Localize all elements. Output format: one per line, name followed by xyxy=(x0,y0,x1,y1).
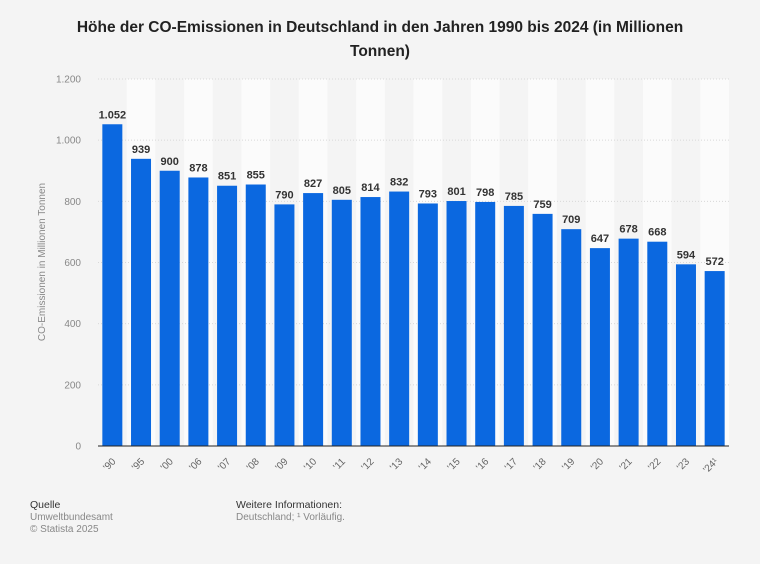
x-tick-label: '00 xyxy=(159,456,176,473)
value-label: 851 xyxy=(218,171,236,183)
bar[interactable] xyxy=(446,201,467,446)
x-tick-label: '90 xyxy=(101,456,118,473)
bar[interactable] xyxy=(303,193,324,446)
x-tick-label: '10 xyxy=(302,456,319,473)
bar[interactable] xyxy=(188,177,209,446)
value-label: 855 xyxy=(247,170,265,182)
x-tick-label: '15 xyxy=(446,456,463,473)
value-label: 878 xyxy=(189,162,207,174)
x-tick-label: '12 xyxy=(360,456,377,473)
x-tick-label: '09 xyxy=(274,456,291,473)
x-axis-ticks: '90 '95 '00 '06 '07 '08 '09 '10 '11 '12 '13 '14 '15 '… xyxy=(101,456,721,476)
x-tick-label: '24¹ xyxy=(701,456,721,476)
value-label: 832 xyxy=(390,177,408,189)
bar[interactable] xyxy=(159,170,180,446)
value-label: 785 xyxy=(505,191,523,203)
bars xyxy=(102,124,725,446)
value-label: 793 xyxy=(419,188,437,200)
y-axis-label: CO-Emissionen in Millionen Tonnen xyxy=(37,183,48,341)
value-label: 939 xyxy=(132,144,150,156)
bar[interactable] xyxy=(675,264,696,446)
bar[interactable] xyxy=(704,271,725,446)
x-tick-label: '16 xyxy=(474,456,491,473)
bar[interactable] xyxy=(561,229,582,446)
value-label: 814 xyxy=(361,182,380,194)
value-label: 1.052 xyxy=(99,109,127,121)
y-axis-ticks: 0 200 400 600 800 1.000 1.200 xyxy=(56,75,81,453)
info-block: Weitere Informationen: Deutschland; ¹ Vo… xyxy=(236,499,345,524)
bar[interactable] xyxy=(245,184,266,446)
source-block: Quelle Umweltbundesamt © Statista 2025 xyxy=(30,499,113,537)
bar[interactable] xyxy=(647,241,668,446)
bar[interactable] xyxy=(475,201,496,446)
source-text[interactable]: Umweltbundesamt xyxy=(30,511,113,523)
value-label: 594 xyxy=(677,249,696,261)
value-label: 798 xyxy=(476,187,494,199)
value-labels: 1.052 939 900 878 851 855 790 827 805 814 832 793 80… xyxy=(99,109,724,268)
x-tick-label: '22 xyxy=(646,456,663,473)
bar[interactable] xyxy=(503,205,524,446)
x-tick-label: '20 xyxy=(589,456,606,473)
x-tick-label: '23 xyxy=(675,456,692,473)
info-heading: Weitere Informationen: xyxy=(236,499,343,511)
x-tick-label: '95 xyxy=(130,456,147,473)
value-label: 827 xyxy=(304,178,322,190)
x-tick-label: '18 xyxy=(532,456,549,473)
x-tick-label: '13 xyxy=(388,456,405,473)
value-label: 668 xyxy=(648,227,666,239)
x-tick-label: '19 xyxy=(560,456,577,473)
source-heading: Quelle xyxy=(30,499,61,511)
bar[interactable] xyxy=(589,248,610,446)
x-tick-label: '06 xyxy=(188,456,205,473)
bar[interactable] xyxy=(274,204,295,446)
bar[interactable] xyxy=(331,199,352,446)
bar[interactable] xyxy=(102,124,123,446)
y-tick-label: 600 xyxy=(64,258,81,269)
bar[interactable] xyxy=(217,185,238,446)
value-label: 647 xyxy=(591,233,609,245)
y-tick-label: 400 xyxy=(64,319,81,330)
value-label: 678 xyxy=(619,224,637,236)
x-tick-label: '11 xyxy=(331,456,348,473)
x-tick-label: '07 xyxy=(216,456,233,473)
value-label: 790 xyxy=(275,189,293,201)
x-tick-label: '14 xyxy=(417,456,434,473)
x-tick-label: '08 xyxy=(245,456,262,473)
y-tick-label: 1.000 xyxy=(56,136,81,147)
y-tick-label: 1.200 xyxy=(56,75,81,86)
value-label: 759 xyxy=(533,199,551,211)
bar-chart: 0 200 400 600 800 1.000 1.200 CO-Emissionen in… xyxy=(37,75,729,476)
copyright-text: © Statista 2025 xyxy=(30,524,99,535)
x-tick-label: '17 xyxy=(503,456,520,473)
y-tick-label: 0 xyxy=(75,442,81,453)
value-label: 801 xyxy=(447,186,465,198)
value-label: 572 xyxy=(705,256,723,268)
bar[interactable] xyxy=(417,203,438,446)
x-tick-label: '21 xyxy=(618,456,635,473)
bar[interactable] xyxy=(389,191,410,446)
bar[interactable] xyxy=(131,158,152,446)
y-tick-label: 200 xyxy=(64,380,81,391)
value-label: 900 xyxy=(161,156,179,168)
value-label: 805 xyxy=(333,185,351,197)
bar[interactable] xyxy=(618,238,639,446)
bar[interactable] xyxy=(360,197,381,446)
bar[interactable] xyxy=(532,213,553,446)
value-label: 709 xyxy=(562,214,580,226)
chart-title: Höhe der CO-Emissionen in Deutschland in… xyxy=(76,19,684,60)
info-text: Deutschland; ¹ Vorläufig. xyxy=(236,511,345,523)
y-tick-label: 800 xyxy=(64,197,81,208)
